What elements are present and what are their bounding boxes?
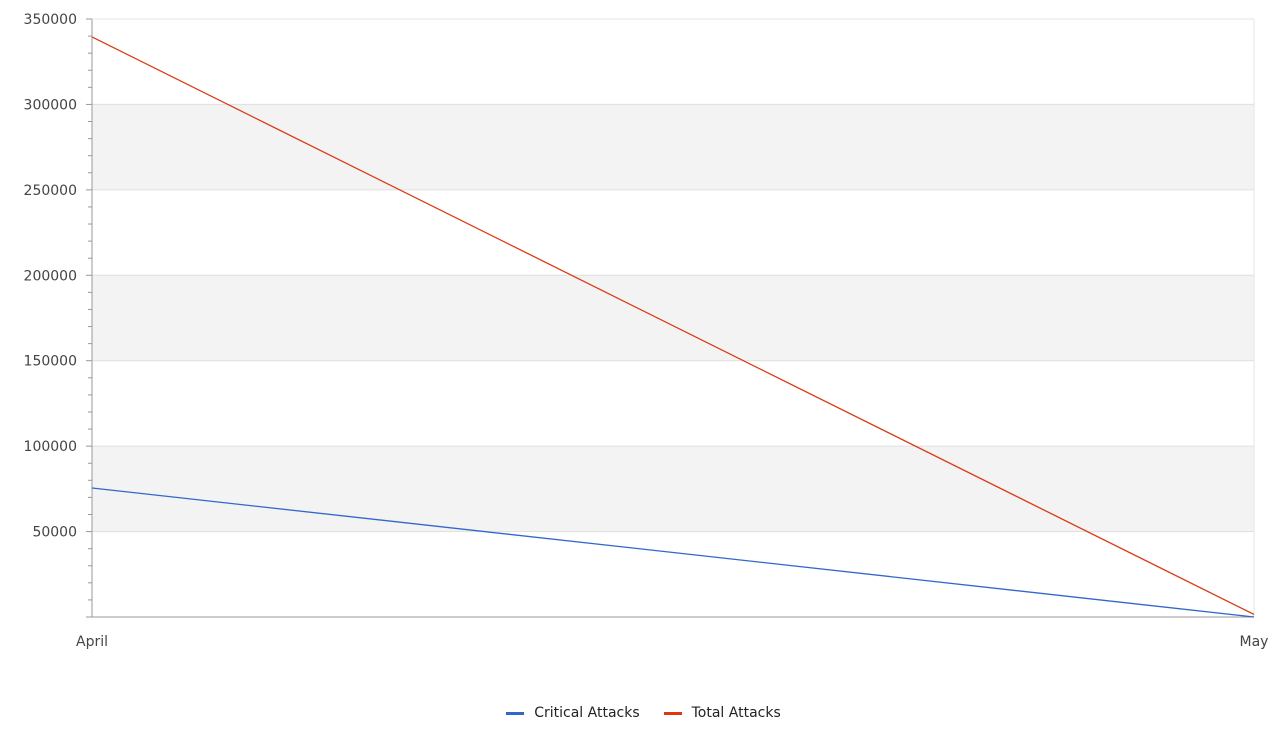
x-axis-labels: April May (76, 634, 1268, 650)
legend-label-total-attacks: Total Attacks (691, 705, 781, 721)
plot-band (92, 104, 1254, 190)
y-tick-label: 250000 (24, 183, 77, 199)
plot-band (92, 446, 1254, 532)
legend-swatch-critical-attacks (506, 711, 525, 715)
x-tick-label: May (1240, 634, 1269, 650)
legend-item-critical-attacks[interactable]: Critical Attacks (506, 705, 640, 721)
y-tick-label: 200000 (24, 268, 77, 284)
y-tick-label: 350000 (24, 12, 77, 28)
series-lines (91, 36, 1255, 618)
legend-swatch-total-attacks (663, 711, 682, 715)
x-tick-label: April (76, 634, 108, 650)
y-tick-label: 100000 (24, 439, 77, 455)
y-tick-label: 150000 (24, 354, 77, 370)
plot-band (92, 275, 1254, 361)
series-line-total-attacks (91, 36, 1255, 616)
plot-background-bands (92, 104, 1254, 532)
y-tick-label: 50000 (32, 525, 77, 541)
grid-lines (92, 18, 1254, 533)
axes (91, 18, 1255, 618)
legend-label-critical-attacks: Critical Attacks (534, 705, 640, 721)
line-chart: 350000 300000 250000 200000 150000 100000 5000… (24, 12, 1269, 650)
series-line-critical-attacks (91, 487, 1255, 618)
legend: Critical Attacks Total Attacks (0, 705, 1287, 721)
y-axis-ticks: 350000 300000 250000 200000 150000 100000 5000… (24, 12, 92, 618)
y-tick-label: 300000 (24, 97, 77, 113)
legend-item-total-attacks[interactable]: Total Attacks (663, 705, 781, 721)
